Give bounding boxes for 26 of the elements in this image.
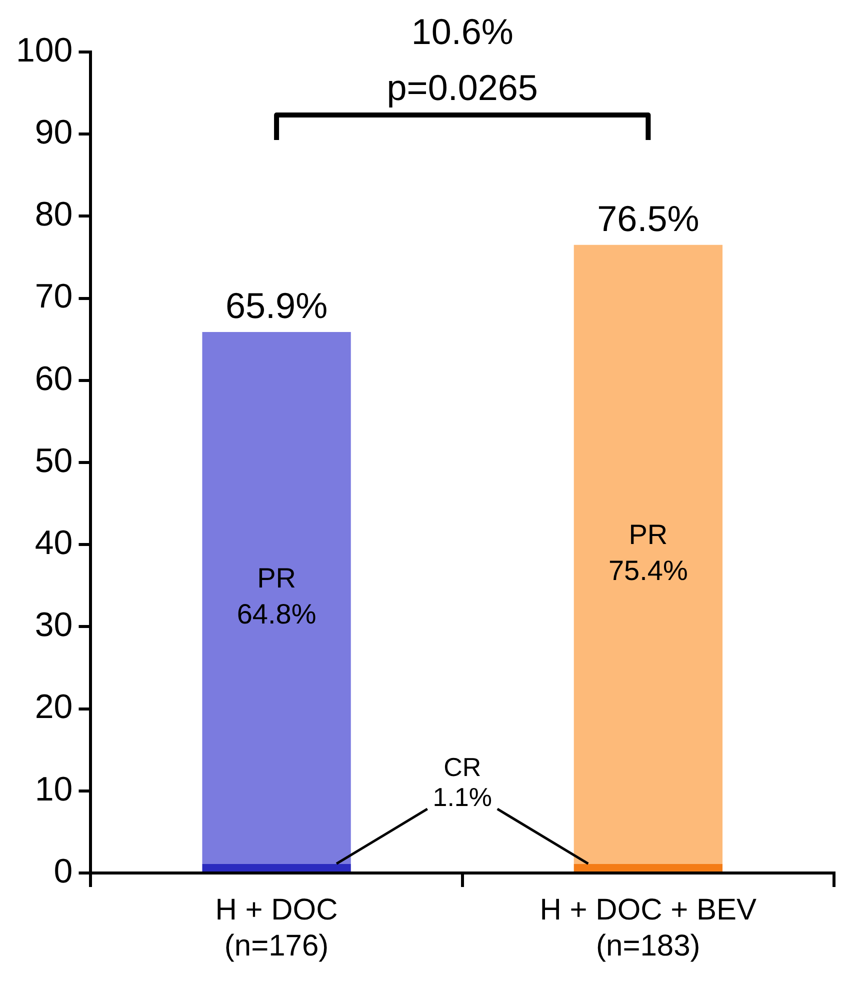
series-label: PR — [257, 562, 296, 594]
y-tick-label: 0 — [54, 852, 73, 890]
annotation: 10.6% p=0.0265 — [386, 10, 538, 108]
y-tick-label: 40 — [34, 524, 73, 562]
y-tick-label: 60 — [34, 360, 73, 398]
bar — [574, 244, 723, 864]
x-tick-label: H + DOC + BEV (n=183) — [540, 893, 757, 962]
y-tick-label: 100 — [16, 31, 73, 70]
y-tick-label: 30 — [34, 606, 73, 644]
data-label: 75.4% — [608, 555, 688, 586]
data-label: 64.8% — [236, 598, 316, 630]
bar — [202, 332, 351, 864]
y-tick-label: 10 — [34, 770, 73, 808]
bar — [202, 864, 351, 872]
total-label: 76.5% — [597, 198, 700, 239]
text: PR — [628, 519, 668, 550]
y-tick-label: 70 — [34, 278, 73, 316]
y-tick-label: 80 — [34, 196, 73, 234]
x-tick-label: H + DOC (n=176) — [215, 893, 338, 962]
text: CR — [444, 752, 482, 782]
y-tick-label: 50 — [34, 442, 73, 480]
y-tick-label: 20 — [34, 688, 73, 726]
y-tick-label: 90 — [34, 113, 73, 152]
data-label: 1.1% — [432, 782, 492, 812]
bar — [574, 864, 723, 872]
total-label: 65.9% — [226, 284, 328, 326]
